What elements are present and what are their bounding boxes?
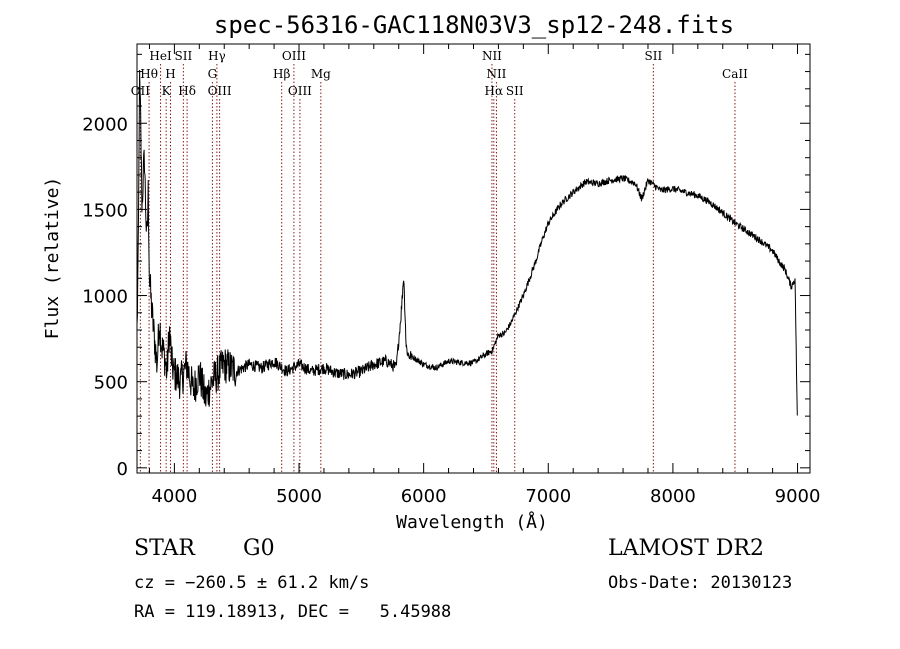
redshift-velocity: cz = −260.5 ± 61.2 km/s bbox=[134, 573, 370, 593]
x-tick-label-4: 8000 bbox=[650, 486, 696, 507]
line-markers: HθOIIHeIKHSIIHδHγGOIIIHβOIIIOIIIMgNIINII… bbox=[131, 49, 748, 473]
line-marker-label-17: SII bbox=[506, 84, 524, 98]
line-marker-label-10: Hβ bbox=[273, 67, 290, 81]
line-marker-label-3: K bbox=[162, 84, 172, 98]
line-marker-label-12: OIII bbox=[288, 84, 312, 98]
y-axis-label: Flux (relative) bbox=[42, 177, 63, 340]
x-axis-label: Wavelength (Å) bbox=[396, 511, 548, 533]
x-tick-label-3: 7000 bbox=[525, 486, 571, 507]
y-tick-label-0: 0 bbox=[117, 459, 128, 480]
line-marker-label-16: Hα bbox=[485, 84, 504, 98]
line-marker-label-8: G bbox=[208, 67, 218, 81]
y-tick-label-3: 1500 bbox=[82, 200, 128, 221]
y-axis-ticks: 0 500 1000 1500 2000 bbox=[82, 53, 810, 480]
line-marker-label-7: Hγ bbox=[208, 49, 226, 63]
observation-date: Obs-Date: 20130123 bbox=[608, 573, 793, 593]
plot-frame bbox=[136, 43, 811, 474]
ra-dec-coordinates: RA = 119.18913, DEC = 5.45988 bbox=[134, 602, 452, 622]
line-marker-label-2: HeI bbox=[149, 49, 172, 63]
x-tick-label-5: 9000 bbox=[775, 486, 821, 507]
line-marker-label-6: Hδ bbox=[178, 84, 196, 98]
x-tick-label-1: 5000 bbox=[276, 486, 322, 507]
line-marker-label-0: Hθ bbox=[140, 67, 158, 81]
line-marker-label-14: NII bbox=[482, 49, 502, 63]
x-tick-label-2: 6000 bbox=[401, 486, 447, 507]
object-class: STAR bbox=[134, 536, 195, 561]
line-marker-label-11: OIII bbox=[282, 49, 306, 63]
object-subclass: G0 bbox=[243, 536, 275, 561]
line-marker-label-5: SII bbox=[175, 49, 193, 63]
line-marker-label-15: NII bbox=[486, 67, 506, 81]
y-tick-label-2: 1000 bbox=[82, 287, 128, 308]
x-tick-label-0: 4000 bbox=[151, 486, 197, 507]
line-marker-label-9: OIII bbox=[208, 84, 232, 98]
chart-title: spec-56316-GAC118N03V3_sp12-248.fits bbox=[214, 11, 734, 39]
x-axis-ticks: 4000 5000 6000 7000 8000 9000 bbox=[148, 44, 821, 507]
y-tick-label-1: 500 bbox=[94, 373, 128, 394]
survey-name: LAMOST DR2 bbox=[608, 536, 764, 561]
line-marker-label-13: Mg bbox=[311, 67, 331, 81]
line-marker-label-19: CaII bbox=[722, 67, 748, 81]
line-marker-label-4: H bbox=[165, 67, 175, 81]
y-tick-label-4: 2000 bbox=[82, 114, 128, 135]
line-marker-label-18: SII bbox=[644, 49, 662, 63]
spectrum-line bbox=[136, 69, 798, 416]
